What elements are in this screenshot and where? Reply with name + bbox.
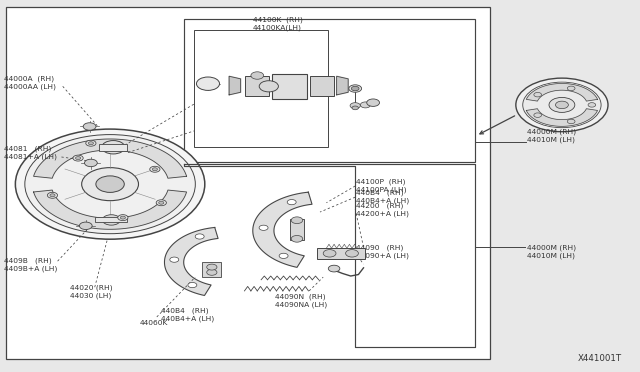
Circle shape xyxy=(259,225,268,230)
Circle shape xyxy=(287,199,296,205)
Circle shape xyxy=(549,97,575,112)
Bar xyxy=(194,30,328,147)
Circle shape xyxy=(102,141,125,154)
Polygon shape xyxy=(229,76,241,95)
Bar xyxy=(99,144,127,151)
Circle shape xyxy=(196,77,220,90)
Circle shape xyxy=(534,92,541,97)
Circle shape xyxy=(588,103,596,107)
Circle shape xyxy=(367,99,380,106)
Bar xyxy=(310,76,334,96)
Text: 44090N  (RH)
44090NA (LH): 44090N (RH) 44090NA (LH) xyxy=(275,294,328,308)
Circle shape xyxy=(195,234,204,239)
Circle shape xyxy=(291,235,303,242)
Circle shape xyxy=(328,265,340,272)
Text: 44090   (RH)
44090+A (LH): 44090 (RH) 44090+A (LH) xyxy=(356,245,410,259)
Text: 440B4   (RH)
440B4+A (LH): 440B4 (RH) 440B4+A (LH) xyxy=(161,307,214,321)
Bar xyxy=(184,19,475,162)
Polygon shape xyxy=(33,139,187,178)
Circle shape xyxy=(47,192,58,198)
Polygon shape xyxy=(526,109,598,126)
Circle shape xyxy=(73,155,83,161)
Circle shape xyxy=(279,253,288,259)
Circle shape xyxy=(259,81,278,92)
Circle shape xyxy=(25,135,195,234)
Text: 44200   (RH)
44200+A (LH): 44200 (RH) 44200+A (LH) xyxy=(356,203,410,217)
Circle shape xyxy=(567,119,575,124)
Circle shape xyxy=(351,86,359,91)
Text: 44000M (RH)
44010M (LH): 44000M (RH) 44010M (LH) xyxy=(527,129,577,143)
Circle shape xyxy=(534,113,541,118)
Text: 44100P  (RH)
44100PA (LH): 44100P (RH) 44100PA (LH) xyxy=(356,178,407,192)
Text: 44000A  (RH)
44000AA (LH): 44000A (RH) 44000AA (LH) xyxy=(4,76,56,90)
Circle shape xyxy=(50,194,55,197)
Circle shape xyxy=(251,72,264,79)
Bar xyxy=(95,217,127,222)
Bar xyxy=(272,74,307,99)
Circle shape xyxy=(350,103,360,109)
Text: 44000M (RH)
44010M (LH): 44000M (RH) 44010M (LH) xyxy=(527,245,577,259)
Circle shape xyxy=(159,201,164,204)
Circle shape xyxy=(102,215,120,225)
Circle shape xyxy=(76,157,81,160)
Circle shape xyxy=(86,140,96,146)
Text: 44081   (RH)
44081+A (LH): 44081 (RH) 44081+A (LH) xyxy=(4,145,58,160)
Text: 44020 (RH)
44030 (LH): 44020 (RH) 44030 (LH) xyxy=(70,285,113,299)
Circle shape xyxy=(152,168,157,171)
Bar xyxy=(290,219,304,240)
Circle shape xyxy=(349,85,362,92)
Circle shape xyxy=(88,142,93,145)
Circle shape xyxy=(352,106,358,110)
Polygon shape xyxy=(337,76,348,95)
Circle shape xyxy=(120,216,125,219)
Circle shape xyxy=(170,257,179,262)
Bar xyxy=(317,248,365,259)
Circle shape xyxy=(207,264,217,270)
Circle shape xyxy=(118,215,128,221)
Text: 44060K: 44060K xyxy=(140,320,168,326)
Circle shape xyxy=(346,250,358,257)
Polygon shape xyxy=(164,227,218,295)
Circle shape xyxy=(360,102,371,108)
Text: 44100K  (RH)
44100KA(LH): 44100K (RH) 44100KA(LH) xyxy=(253,17,303,31)
Polygon shape xyxy=(33,190,187,229)
Circle shape xyxy=(188,282,197,288)
Polygon shape xyxy=(526,83,598,101)
Circle shape xyxy=(156,200,166,206)
Text: X441001T: X441001T xyxy=(578,354,622,363)
Polygon shape xyxy=(253,192,312,267)
Circle shape xyxy=(96,176,124,192)
Bar xyxy=(6,7,490,359)
Bar xyxy=(245,76,269,96)
Text: 440B4   (RH)
440B4+A (LH): 440B4 (RH) 440B4+A (LH) xyxy=(356,190,410,204)
Bar xyxy=(202,262,221,277)
Circle shape xyxy=(150,166,160,172)
Circle shape xyxy=(82,168,138,201)
Circle shape xyxy=(15,129,205,239)
Circle shape xyxy=(83,123,96,130)
Circle shape xyxy=(84,159,97,167)
Circle shape xyxy=(567,86,575,90)
Circle shape xyxy=(516,78,608,132)
Circle shape xyxy=(207,269,217,275)
Circle shape xyxy=(323,250,336,257)
Circle shape xyxy=(79,222,92,230)
Circle shape xyxy=(291,217,303,224)
Circle shape xyxy=(556,101,568,109)
Circle shape xyxy=(523,82,601,128)
Text: 4409B   (RH)
4409B+A (LH): 4409B (RH) 4409B+A (LH) xyxy=(4,258,58,272)
